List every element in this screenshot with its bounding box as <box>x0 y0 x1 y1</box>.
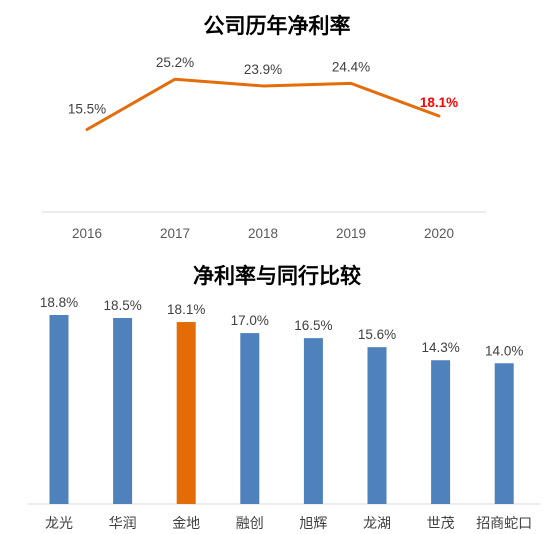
bar <box>113 318 133 504</box>
line-x-tick-label: 2016 <box>72 226 102 241</box>
bar-chart: 净利率与同行比较 18.8% 18.5% 18.1% 17.0% 16.5% 15.6% 1… <box>28 264 540 532</box>
bar-category-label: 华润 <box>109 516 137 532</box>
bar <box>431 360 451 504</box>
bar <box>176 322 196 504</box>
bar-data-label: 16.5% <box>294 318 332 333</box>
line-x-tick-label: 2018 <box>248 226 278 241</box>
line-data-label: 24.4% <box>332 59 370 74</box>
bar-data-label: 14.3% <box>421 340 459 355</box>
line-data-label: 18.1% <box>420 95 458 110</box>
line-x-tick-label: 2017 <box>160 226 190 241</box>
bar-category-label: 金地 <box>172 516 200 532</box>
bar-chart-title: 净利率与同行比较 <box>193 264 361 288</box>
bar-data-label: 18.1% <box>167 302 205 317</box>
line-chart-title: 公司历年净利率 <box>204 14 351 38</box>
bar <box>240 333 260 504</box>
bar <box>49 315 69 504</box>
bar-category-label: 融创 <box>236 516 264 532</box>
line-data-label: 15.5% <box>68 102 106 117</box>
bar-category-label: 世茂 <box>427 515 455 532</box>
bar-data-label: 14.0% <box>485 343 523 358</box>
bar <box>303 338 323 504</box>
bar <box>494 363 514 504</box>
bar-category-label: 龙光 <box>45 516 73 532</box>
bar-data-label: 17.0% <box>231 313 269 328</box>
bar-data-label: 18.5% <box>103 298 141 313</box>
line-data-label: 25.2% <box>156 55 194 70</box>
bar-data-label: 18.8% <box>40 295 78 310</box>
bar <box>367 347 387 504</box>
line-x-tick-label: 2020 <box>424 226 454 241</box>
bar-category-label: 旭辉 <box>299 516 327 532</box>
bar-category-label: 龙湖 <box>363 516 391 532</box>
bar-category-label: 招商蛇口 <box>476 516 532 532</box>
bar-data-label: 15.6% <box>358 327 396 342</box>
line-chart: 公司历年净利率 15.5% 25.2% 23.9% 24.4% 18.1% 2016 20… <box>42 14 486 241</box>
net-margin-series-line <box>85 77 441 131</box>
line-data-label: 23.9% <box>244 62 282 77</box>
line-x-tick-label: 2019 <box>336 226 366 241</box>
